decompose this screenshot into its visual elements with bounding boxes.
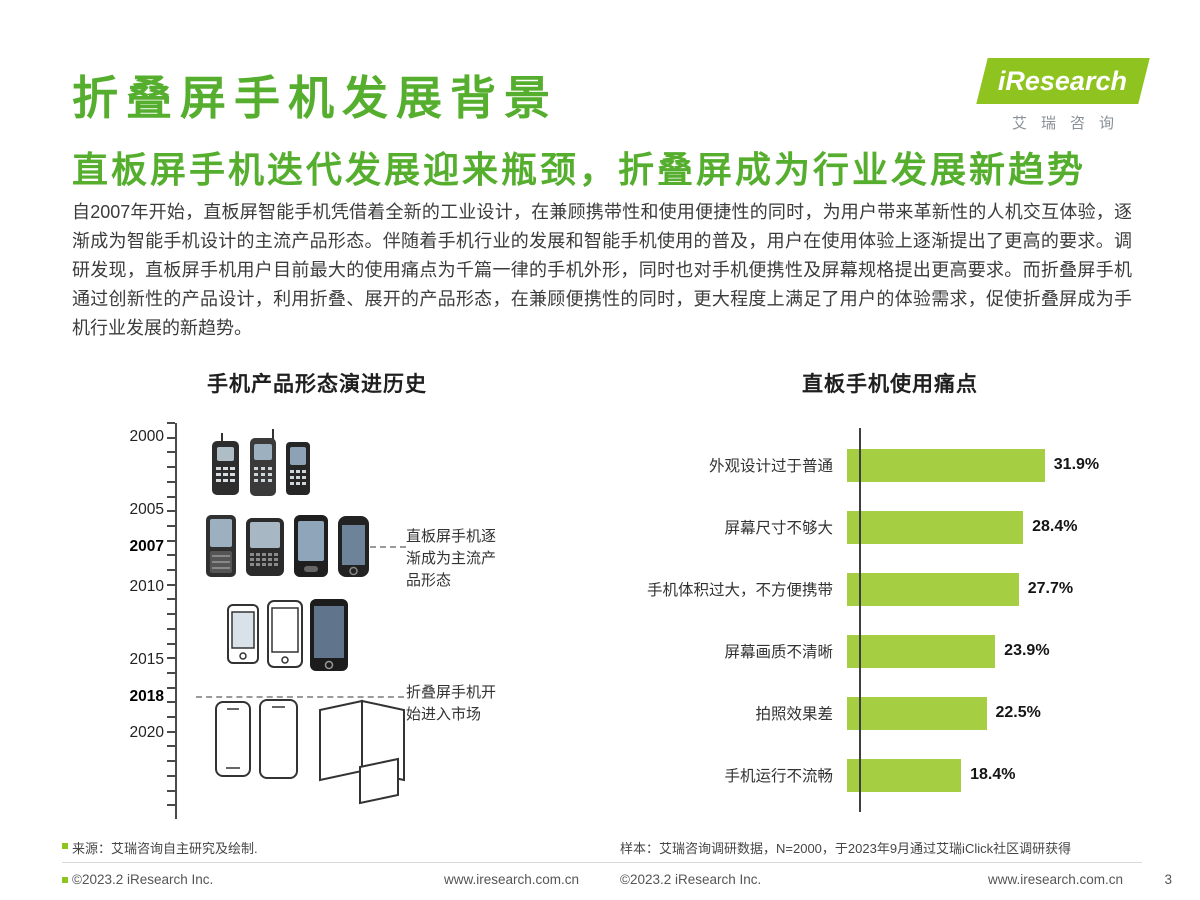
pain-value-label: 18.4% [970, 766, 1016, 783]
annotation-connector-2007 [370, 546, 406, 548]
page-title: 折叠屏手机发展背景 [72, 72, 558, 124]
timeline-tick [167, 627, 175, 630]
timeline-tick [167, 686, 175, 689]
copyright-right: ©2023.2 iResearch Inc. [620, 872, 762, 887]
pain-value-label: 31.9% [1053, 456, 1100, 473]
website-link-right[interactable]: www.iresearch.com.cn [988, 872, 1124, 887]
pain-bar [847, 696, 987, 730]
headline: 直板屏手机迭代发展迎来瓶颈，折叠屏成为行业发展新趋势 [72, 149, 1087, 190]
pain-chart-row: 屏幕画质不清晰 23.9% [620, 620, 1160, 682]
iresearch-logo-shape: iResearch [976, 58, 1150, 104]
pain-value-label: 22.5% [995, 704, 1041, 721]
timeline-ticks [72, 415, 562, 835]
source-note-right: 样本：艾瑞咨询调研数据，N=2000，于2023年9月通过艾瑞iClick社区调… [620, 841, 1072, 856]
timeline-tick [167, 480, 175, 483]
pain-value-label: 28.4% [1032, 518, 1078, 535]
iresearch-logo-chinese: 艾瑞咨询 [1011, 115, 1128, 132]
green-square-marker [62, 843, 68, 849]
pain-category-label: 手机运行不流畅 [724, 768, 833, 785]
pain-chart-axis [859, 428, 861, 812]
pain-value-label: 27.7% [1027, 580, 1074, 597]
green-square-marker [62, 877, 68, 883]
timeline-tick [167, 760, 175, 763]
timeline-chart: 手机产品形态演进历史 2000 2005 2007 2010 2015 2018 2020 [72, 372, 562, 835]
timeline-tick [167, 524, 175, 527]
phones-2010s [227, 599, 348, 671]
timeline-tick [167, 716, 175, 718]
timeline-tick [167, 583, 175, 586]
timeline-tick [167, 642, 175, 645]
pain-chart-row: 外观设计过于普通 31.9% [620, 434, 1160, 496]
timeline-year-label: 2018 [129, 688, 164, 705]
timeline-tick [167, 804, 175, 807]
pain-category-label: 外观设计过于普通 [708, 458, 833, 475]
copyright-left: ©2023.2 iResearch Inc. [72, 872, 214, 887]
pain-chart-body: 外观设计过于普通 31.9% 屏幕尺寸不够大 28.4% 手机体积过大，不方便携带 27.… [620, 422, 1160, 814]
timeline-annotation-2007: 直板屏手机逐渐成为主流产品形态 [406, 528, 497, 589]
timeline-tick [167, 495, 175, 498]
timeline-body: 2000 2005 2007 2010 2015 2018 2020 [72, 415, 562, 835]
timeline-annotation-2018: 折叠屏手机开始进入市场 [406, 684, 497, 723]
pain-bar [847, 634, 996, 668]
timeline-tick [167, 569, 175, 571]
timeline-year-label: 2010 [129, 578, 164, 595]
website-link-left[interactable]: www.iresearch.com.cn [444, 872, 580, 887]
iresearch-logo-text: iResearch [998, 65, 1128, 96]
timeline-year-label: 2007 [129, 538, 164, 555]
timeline-tick [167, 422, 175, 424]
timeline-tick [167, 671, 175, 674]
pain-category-label: 拍照效果差 [755, 706, 833, 723]
timeline-tick [167, 613, 175, 616]
annotation-connector-2018 [196, 696, 404, 698]
timeline-tick [167, 510, 175, 513]
page-number: 3 [1164, 872, 1172, 887]
timeline-tick [167, 451, 175, 454]
pain-bar [847, 572, 1019, 606]
timeline-tick [167, 539, 175, 542]
pain-bar [847, 758, 962, 792]
timeline-year-label: 2005 [129, 501, 164, 518]
timeline-tick [167, 466, 175, 469]
timeline-tick [167, 598, 175, 601]
source-note-left: 来源：艾瑞咨询自主研究及绘制. [72, 841, 258, 856]
timeline-axis [175, 423, 177, 819]
timeline-year-label: 2015 [129, 651, 164, 668]
pain-category-label: 手机体积过大，不方便携带 [646, 582, 833, 599]
timeline-year-label: 2000 [129, 428, 164, 445]
pain-chart-row: 手机体积过大，不方便携带 27.7% [620, 558, 1160, 620]
pain-chart-title: 直板手机使用痛点 [802, 373, 978, 396]
pain-chart-row: 手机运行不流畅 18.4% [620, 744, 1160, 806]
pain-point-chart: 直板手机使用痛点 外观设计过于普通 31.9% 屏幕尺寸不够大 28.4% 手机体积过大… [620, 372, 1160, 814]
phone-evolution-illustration [206, 429, 405, 805]
pain-chart-rows: 外观设计过于普通 31.9% 屏幕尺寸不够大 28.4% 手机体积过大，不方便携带 27.… [620, 434, 1160, 806]
timeline-tick [167, 657, 175, 660]
timeline-tick [167, 701, 175, 704]
pain-value-label: 23.9% [1004, 642, 1050, 659]
timeline-tick [167, 789, 175, 792]
timeline-tick [167, 436, 175, 439]
pain-bar [847, 448, 1045, 482]
pain-chart-row: 屏幕尺寸不够大 28.4% [620, 496, 1160, 558]
pain-chart-row: 拍照效果差 22.5% [620, 682, 1160, 744]
timeline-tick [167, 745, 175, 748]
timeline-tick [167, 554, 175, 557]
footer-divider [62, 862, 1142, 863]
timeline-tick [167, 730, 175, 733]
timeline-year-label: 2020 [129, 724, 164, 741]
pain-bar [847, 510, 1024, 544]
phones-2000s [212, 429, 310, 496]
phones-2007 [206, 515, 369, 577]
timeline-tick [167, 774, 175, 777]
intro-paragraph: 自2007年开始，直板屏智能手机凭借着全新的工业设计，在兼顾携带性和使用便捷性的… [72, 202, 1132, 338]
phones-foldable-era [215, 699, 405, 805]
iresearch-logo: iResearch 艾瑞咨询 [976, 58, 1150, 133]
pain-category-label: 屏幕尺寸不够大 [724, 520, 833, 537]
timeline-chart-title: 手机产品形态演进历史 [207, 373, 427, 396]
pain-category-label: 屏幕画质不清晰 [724, 644, 833, 661]
